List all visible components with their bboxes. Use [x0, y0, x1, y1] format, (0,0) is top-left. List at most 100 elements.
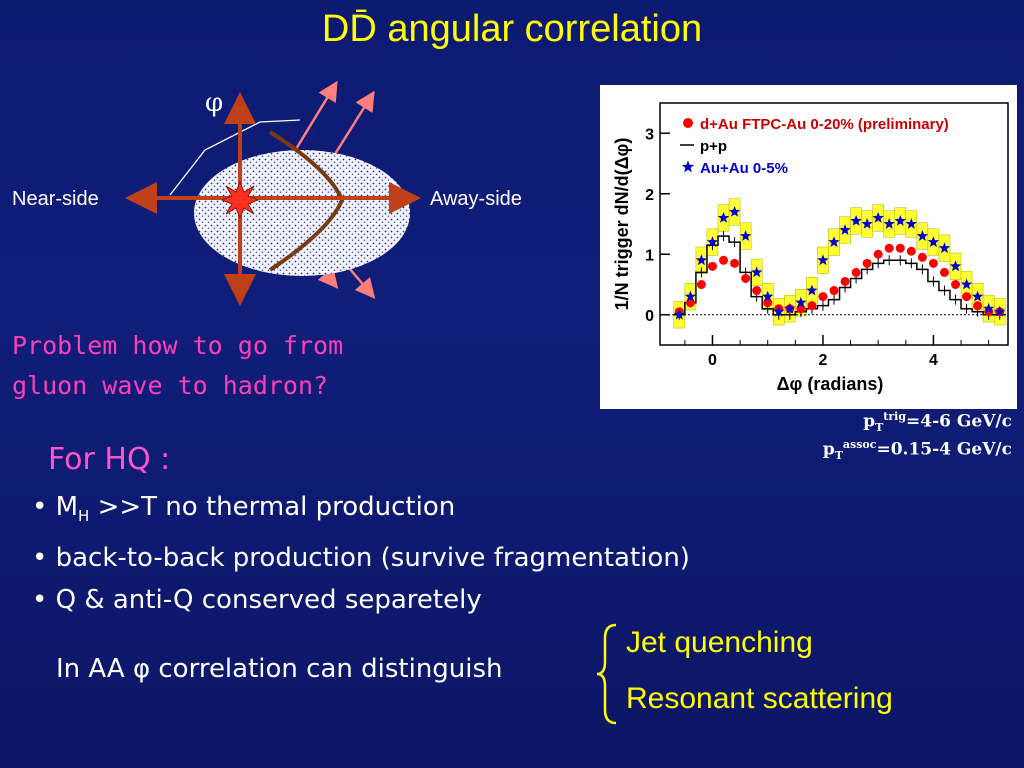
point-dau	[851, 267, 861, 277]
point-auau	[762, 290, 774, 302]
problem-line: gluon wave to hadron?	[12, 371, 329, 400]
point-dau	[840, 276, 850, 286]
point-dau	[939, 267, 949, 277]
point-auau	[983, 302, 995, 314]
point-dau	[696, 280, 706, 289]
point-dau	[906, 246, 916, 256]
slide-title: DD̄ angular correlation	[321, 8, 703, 50]
point-auau	[817, 254, 829, 266]
point-auau	[861, 218, 873, 229]
phi-label: φ	[205, 88, 224, 118]
pt-assoc-sub: T	[834, 449, 843, 463]
legend-marker-auau	[681, 160, 695, 173]
point-dau	[829, 286, 839, 296]
legend-marker-dau	[683, 118, 693, 128]
problem-line: Problem how to go from	[12, 331, 344, 360]
bullet1-sub: H	[78, 507, 90, 526]
x-tick-label: 2	[818, 352, 827, 369]
away-side-label: Away-side	[430, 188, 522, 210]
y-tick-label: 1	[645, 247, 654, 264]
point-auau	[905, 218, 917, 229]
point-dau	[862, 258, 872, 268]
y-tick-label: 2	[645, 187, 654, 204]
point-dau	[928, 258, 938, 268]
curly-brace	[596, 623, 617, 725]
point-auau	[894, 215, 906, 226]
point-dau	[741, 273, 751, 283]
point-dau	[895, 243, 905, 253]
hq-bullet-list: • MH >>T no thermal production • back-to…	[32, 486, 690, 621]
point-auau	[706, 236, 719, 247]
series-line-pp	[673, 235, 1006, 316]
bullet-item: • back-to-back production (survive fragm…	[32, 543, 690, 574]
option-jet-quenching: Jet quenching	[626, 626, 813, 659]
point-auau	[784, 302, 796, 314]
correlation-plot-panel: 0 2 4 0 1 2 3 Δφ (radians) 1/N trigger dN/d(Δφ) …	[600, 85, 1017, 409]
jet-diagram	[125, 80, 421, 306]
point-dau	[884, 243, 894, 253]
point-dau	[818, 292, 828, 302]
legend-label-dau: d+Au FTPC-Au 0-20% (preliminary)	[700, 116, 949, 133]
y-axis-label: 1/N trigger dN/d(Δφ)	[612, 138, 632, 311]
point-dau	[707, 261, 717, 271]
point-auau	[960, 278, 973, 290]
pt-assoc-p: p	[822, 439, 835, 460]
bullet1-prefix: • M	[32, 492, 79, 522]
medium-ellipse	[194, 150, 410, 276]
phi-angle-line	[169, 119, 301, 196]
bullet1-rest: >>T no thermal production	[89, 492, 456, 522]
pt-trig-p: p	[863, 411, 876, 432]
point-auau	[773, 305, 785, 317]
pt-assoc-note: pTassoc=0.15-4 GeV/c	[823, 438, 1012, 462]
pt-trig-note: pTtrig=4-6 GeV/c	[863, 410, 1012, 434]
point-auau	[728, 205, 741, 217]
point-auau	[949, 260, 962, 272]
point-dau	[719, 255, 729, 265]
point-auau	[673, 308, 685, 320]
legend-label-pp: p+p	[700, 138, 727, 155]
point-auau	[717, 211, 730, 223]
x-tick-label: 0	[708, 352, 717, 369]
problem-statement: Problem how to go from gluon wave to had…	[12, 326, 432, 406]
point-dau	[763, 298, 773, 308]
point-dau	[962, 292, 972, 302]
point-auau	[994, 305, 1006, 317]
plot-frame	[659, 102, 1009, 346]
x-axis-label: Δφ (radians)	[777, 374, 884, 394]
point-dau	[951, 280, 961, 289]
point-auau	[795, 296, 807, 308]
point-auau	[850, 215, 862, 226]
bullet-item: • MH >>T no thermal production	[32, 486, 690, 537]
point-dau	[752, 286, 762, 296]
x-tick-label: 4	[929, 352, 938, 369]
point-auau	[828, 236, 840, 247]
point-dau	[807, 301, 817, 311]
point-dau	[796, 304, 806, 314]
point-auau	[938, 242, 951, 254]
point-dau	[685, 298, 695, 308]
pt-assoc-value: =0.15-4 GeV/c	[876, 439, 1012, 460]
point-dau	[973, 301, 983, 311]
pt-assoc-sup: assoc	[842, 438, 877, 451]
point-dau	[730, 258, 740, 268]
y-tick-label: 3	[645, 126, 654, 143]
point-auau	[872, 211, 884, 223]
near-side-label: Near-side	[12, 188, 99, 210]
point-dau	[917, 252, 927, 262]
point-auau	[916, 230, 929, 241]
pt-trig-value: =4-6 GeV/c	[906, 411, 1012, 432]
point-auau	[684, 290, 697, 302]
point-auau	[839, 224, 851, 235]
collision-star-icon	[220, 180, 260, 220]
point-auau	[971, 290, 984, 302]
point-auau	[695, 254, 708, 266]
aa-statement: In AA φ correlation can distinguish	[56, 654, 503, 684]
pt-trig-sup: trig	[883, 410, 907, 423]
point-auau	[739, 230, 752, 241]
bullet-item: • Q & anti-Q conserved separetely	[32, 585, 482, 616]
point-auau	[806, 284, 818, 296]
point-dau	[873, 249, 883, 259]
point-auau	[751, 266, 763, 278]
option-resonant-scattering: Resonant scattering	[626, 682, 893, 715]
